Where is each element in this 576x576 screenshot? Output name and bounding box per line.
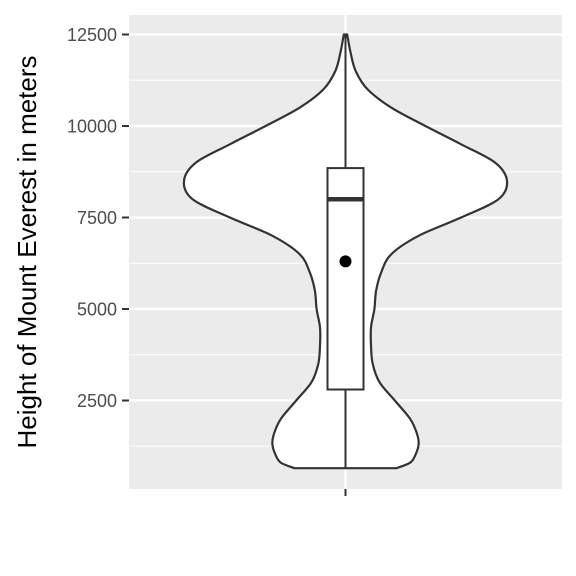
y-tick-label: 10000 — [67, 117, 117, 137]
y-tick-label: 2500 — [77, 391, 117, 411]
boxplot-group — [326, 34, 365, 469]
y-axis-title: Height of Mount Everest in meters — [12, 55, 42, 448]
interquartile-box — [326, 167, 365, 391]
mean-point — [339, 255, 352, 268]
y-tick-label: 7500 — [77, 208, 117, 228]
y-tick-label: 12500 — [67, 25, 117, 45]
y-tick-label: 5000 — [77, 300, 117, 320]
y-axis: 2500 5000 7500 10000 12500 — [67, 25, 129, 411]
